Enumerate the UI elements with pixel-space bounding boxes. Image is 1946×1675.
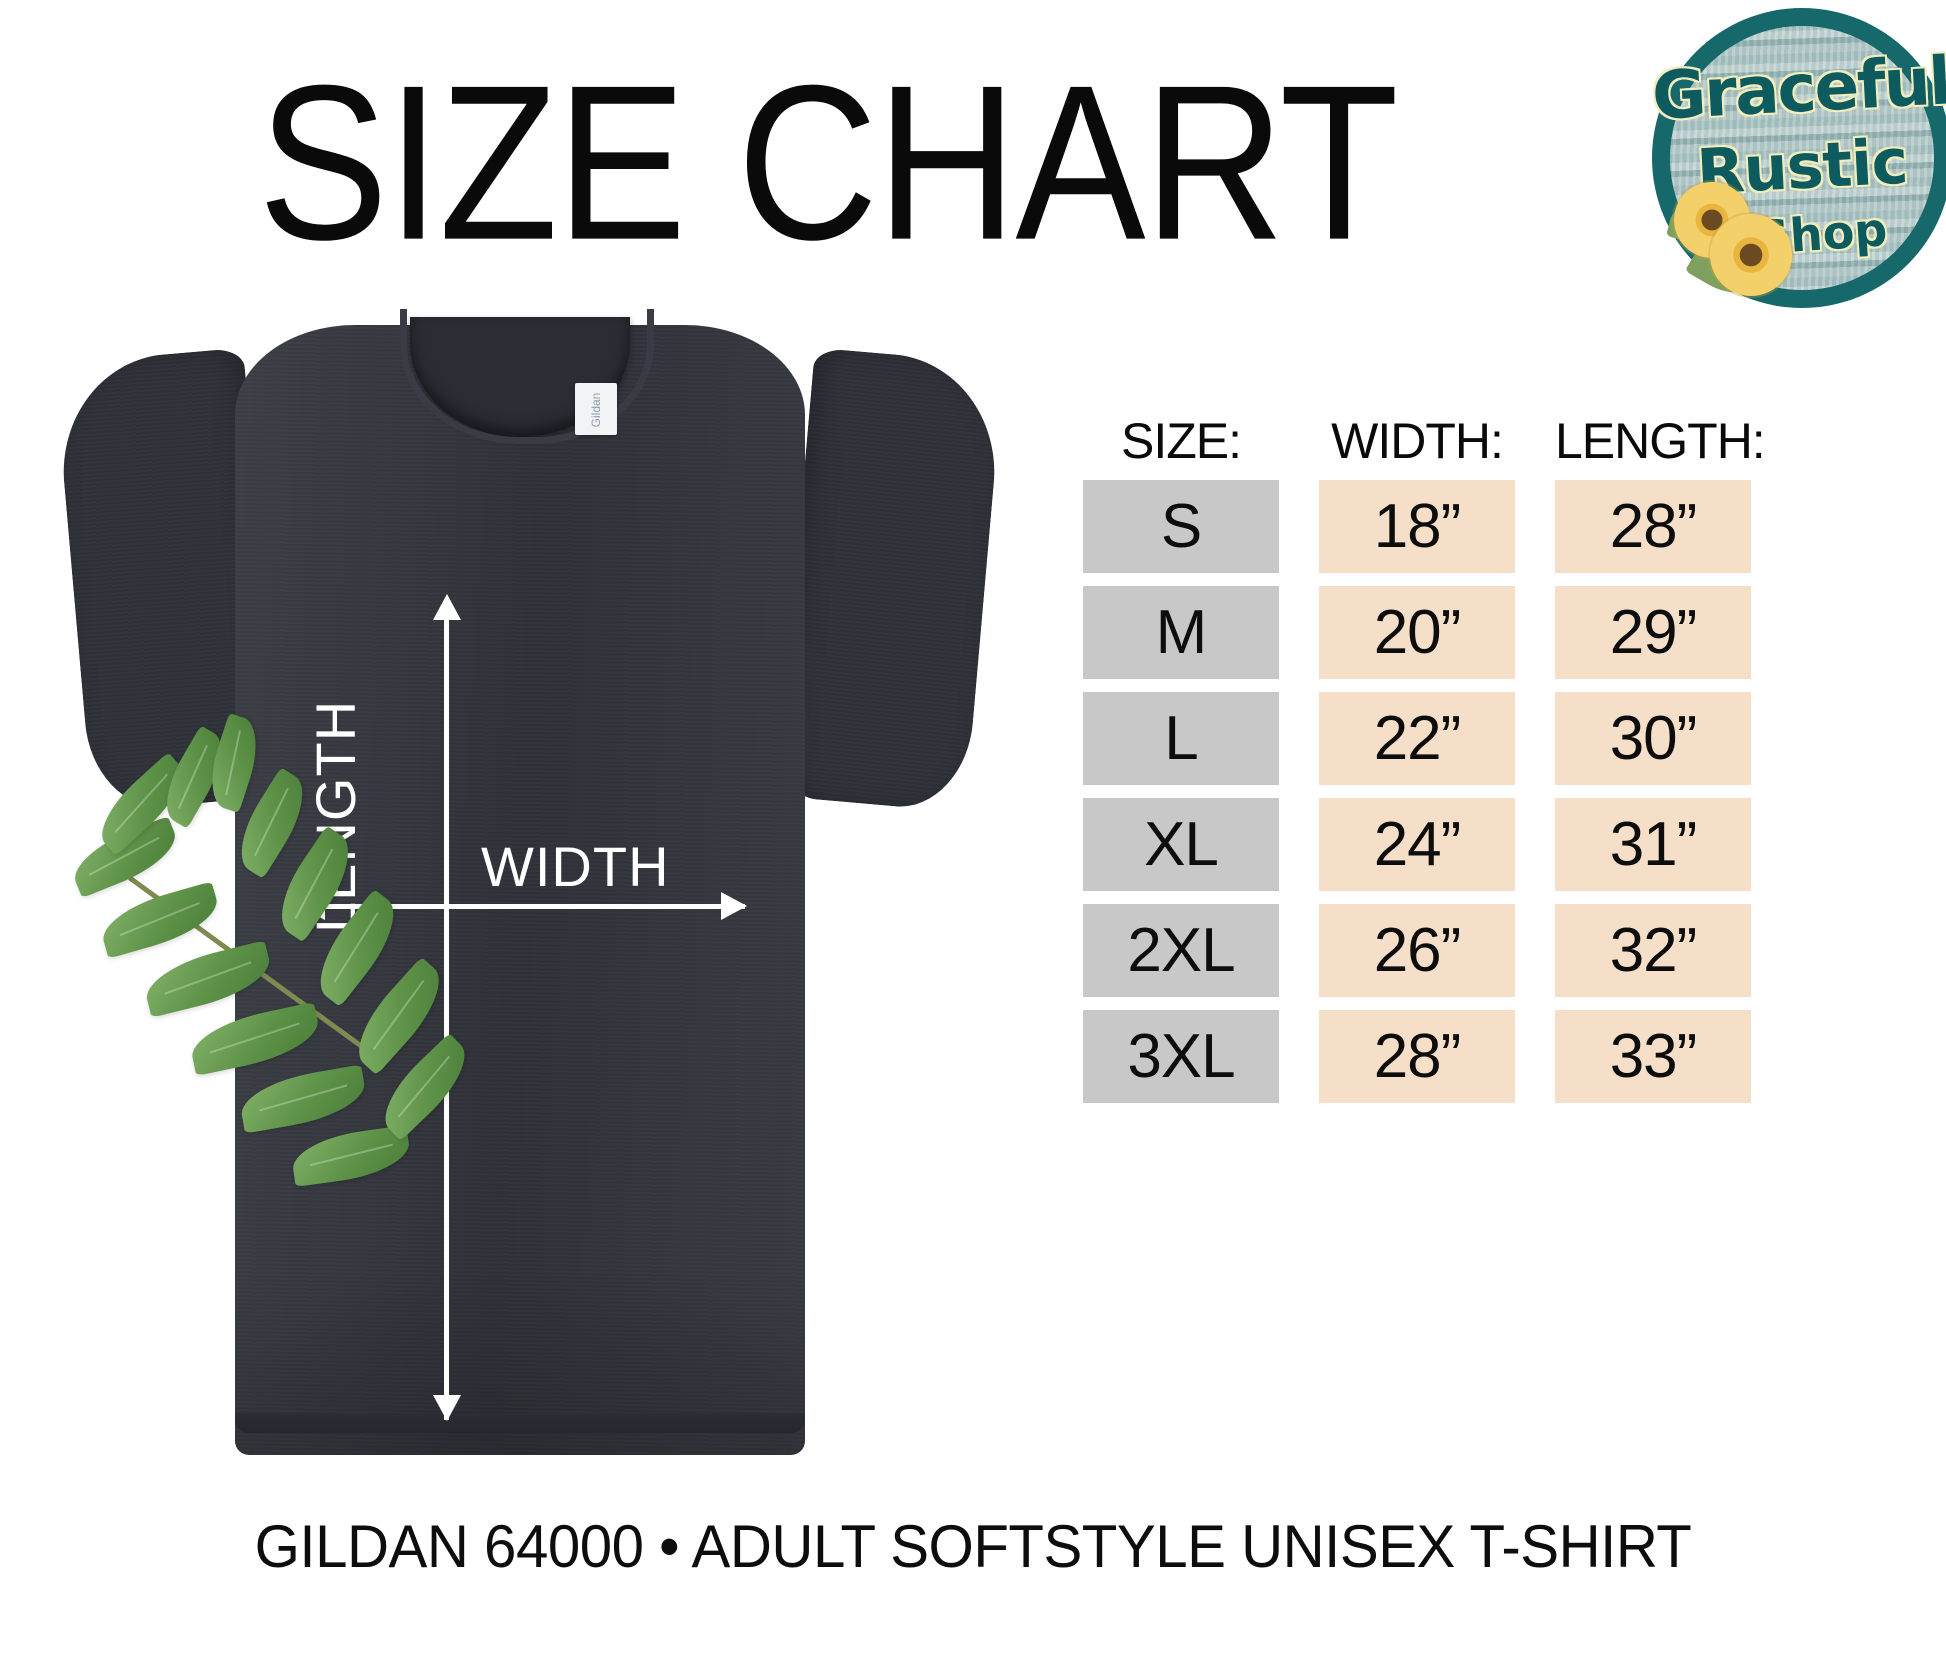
- cell-width: 22”: [1319, 692, 1515, 785]
- column-header-length: LENGTH:: [1555, 413, 1766, 469]
- leaf: [95, 881, 225, 959]
- length-measure-line: [444, 600, 449, 1420]
- width-measure-line: [305, 904, 745, 909]
- table-row: S 18” 28”: [1083, 480, 1883, 573]
- table-row: L 22” 30”: [1083, 692, 1883, 785]
- neck-label-text: Gildan: [589, 392, 603, 428]
- brand-logo: Gracefully Rustic Shop: [1650, 8, 1946, 308]
- logo-line-gracefully: Gracefully: [1650, 39, 1946, 135]
- cell-length: 33”: [1555, 1010, 1751, 1103]
- cell-width: 20”: [1319, 586, 1515, 679]
- leaf-branch-decoration: [65, 713, 490, 1235]
- column-header-width: WIDTH:: [1331, 413, 1504, 469]
- cell-length: 32”: [1555, 904, 1751, 997]
- cell-size: XL: [1083, 798, 1279, 891]
- leaf: [236, 1064, 370, 1134]
- page-title: SIZE CHART: [258, 39, 1399, 286]
- cell-length: 28”: [1555, 480, 1751, 573]
- cell-size: 3XL: [1083, 1010, 1279, 1103]
- cell-size: S: [1083, 480, 1279, 573]
- tshirt-neck-label: Gildan: [575, 383, 617, 435]
- cell-width: 28”: [1319, 1010, 1515, 1103]
- cell-size: M: [1083, 586, 1279, 679]
- size-table: SIZE: WIDTH: LENGTH: S 18” 28” M 20” 29”…: [1083, 412, 1883, 1116]
- table-row: XL 24” 31”: [1083, 798, 1883, 891]
- cell-length: 30”: [1555, 692, 1751, 785]
- width-arrow-right-icon: [721, 892, 747, 920]
- length-arrow-down-icon: [433, 1395, 461, 1421]
- tshirt-hem: [235, 1413, 805, 1433]
- table-row: 3XL 28” 33”: [1083, 1010, 1883, 1103]
- length-arrow-up-icon: [433, 594, 461, 620]
- column-header-size: SIZE:: [1120, 413, 1242, 469]
- product-caption: GILDAN 64000 • ADULT SOFTSTYLE UNISEX T-…: [254, 1513, 1692, 1580]
- table-row: 2XL 26” 32”: [1083, 904, 1883, 997]
- width-measure-label: WIDTH: [481, 835, 670, 898]
- tshirt-right-sleeve: [775, 347, 1005, 813]
- table-header-row: SIZE: WIDTH: LENGTH:: [1083, 412, 1883, 470]
- cell-size: 2XL: [1083, 904, 1279, 997]
- cell-size: L: [1083, 692, 1279, 785]
- cell-width: 18”: [1319, 480, 1515, 573]
- sunflower-icon: [1710, 214, 1792, 296]
- cell-width: 24”: [1319, 798, 1515, 891]
- leaf: [186, 1002, 324, 1076]
- cell-length: 29”: [1555, 586, 1751, 679]
- table-row: M 20” 29”: [1083, 586, 1883, 679]
- cell-width: 26”: [1319, 904, 1515, 997]
- leaf: [140, 940, 276, 1018]
- cell-length: 31”: [1555, 798, 1751, 891]
- logo-wood-background: [1670, 26, 1934, 290]
